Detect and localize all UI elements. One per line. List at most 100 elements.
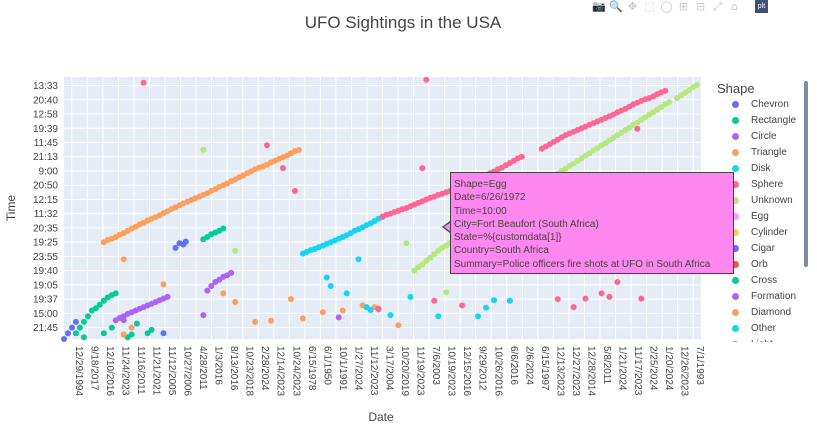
data-point[interactable]	[232, 299, 239, 305]
data-point[interactable]	[228, 269, 235, 276]
data-point[interactable]	[355, 256, 362, 263]
data-point[interactable]	[582, 295, 589, 302]
box-select-icon[interactable]: ⬚	[644, 0, 655, 13]
data-point[interactable]	[220, 225, 227, 232]
lasso-select-icon[interactable]: ◯	[660, 0, 673, 13]
data-point[interactable]	[491, 297, 497, 304]
data-point[interactable]	[100, 297, 107, 304]
legend-item[interactable]: Diamond	[712, 304, 808, 320]
data-point[interactable]	[327, 283, 334, 289]
data-point[interactable]	[506, 297, 513, 304]
data-point[interactable]	[204, 287, 211, 294]
data-point[interactable]	[264, 142, 270, 149]
data-point[interactable]	[61, 336, 67, 342]
data-point[interactable]	[160, 281, 167, 288]
data-point[interactable]	[443, 289, 450, 296]
camera-icon[interactable]: 📷	[592, 0, 606, 13]
legend-item[interactable]: Circle	[712, 128, 808, 144]
legend-item[interactable]: Orb	[712, 256, 808, 272]
data-point[interactable]	[200, 146, 207, 153]
legend-item[interactable]: Sphere	[712, 176, 808, 192]
data-point[interactable]	[232, 247, 239, 254]
zoom-out-icon[interactable]: ⊟	[695, 0, 706, 13]
legend-item[interactable]: Triangle	[712, 144, 808, 160]
legend-item[interactable]: Rectangle	[712, 112, 808, 128]
data-point[interactable]	[375, 305, 382, 312]
legend-item[interactable]: Egg	[712, 208, 808, 224]
reset-axes-icon[interactable]: ⌂	[731, 0, 738, 13]
plotly-logo[interactable]: plt	[755, 0, 768, 13]
data-point[interactable]	[343, 290, 350, 297]
data-point[interactable]	[268, 317, 274, 324]
data-point[interactable]	[148, 326, 155, 333]
data-point[interactable]	[419, 261, 426, 268]
data-point[interactable]	[606, 293, 613, 300]
data-point[interactable]	[323, 274, 330, 281]
legend-item[interactable]: Disk	[712, 160, 808, 176]
data-point[interactable]	[483, 304, 489, 311]
data-point[interactable]	[72, 318, 79, 325]
data-point[interactable]	[431, 251, 438, 258]
data-point[interactable]	[518, 153, 525, 160]
data-point[interactable]	[160, 330, 167, 337]
data-point[interactable]	[252, 318, 259, 325]
legend-item[interactable]: Cylinder	[712, 224, 808, 240]
legend-item[interactable]: Formation	[712, 288, 808, 304]
data-point[interactable]	[112, 290, 119, 297]
zoom-in-icon[interactable]: ⊞	[678, 0, 689, 13]
data-point[interactable]	[407, 293, 414, 300]
data-point[interactable]	[435, 313, 442, 320]
data-point[interactable]	[299, 315, 306, 322]
data-points[interactable]	[61, 76, 700, 342]
data-point[interactable]	[140, 79, 147, 86]
data-point[interactable]	[666, 99, 673, 106]
data-point[interactable]	[92, 305, 99, 312]
data-point[interactable]	[339, 307, 346, 314]
data-point[interactable]	[69, 324, 75, 331]
data-point[interactable]	[120, 331, 127, 338]
data-point[interactable]	[419, 165, 426, 172]
legend-scrollbar[interactable]	[804, 81, 808, 267]
data-point[interactable]	[280, 165, 286, 172]
legend-item[interactable]: Cigar	[712, 240, 808, 256]
data-point[interactable]	[80, 318, 87, 325]
data-point[interactable]	[144, 330, 151, 337]
pan-icon[interactable]: ✥	[627, 0, 638, 13]
data-point[interactable]	[395, 322, 402, 329]
legend-item[interactable]: Other	[712, 320, 808, 336]
data-point[interactable]	[80, 334, 87, 341]
legend-item[interactable]: Cross	[712, 272, 808, 288]
data-point[interactable]	[200, 312, 207, 319]
data-point[interactable]	[423, 258, 430, 264]
zoom-icon[interactable]: 🔍	[609, 0, 623, 13]
data-point[interactable]	[291, 187, 298, 194]
data-point[interactable]	[570, 304, 577, 311]
data-point[interactable]	[220, 290, 227, 297]
data-point[interactable]	[128, 331, 135, 338]
data-point[interactable]	[208, 283, 215, 289]
data-point[interactable]	[133, 320, 140, 327]
data-point[interactable]	[614, 279, 621, 285]
data-point[interactable]	[100, 330, 107, 337]
legend-item[interactable]: Light	[712, 336, 808, 342]
data-point[interactable]	[172, 244, 179, 251]
data-point[interactable]	[367, 307, 374, 313]
data-point[interactable]	[638, 295, 645, 302]
legend-item[interactable]: Chevron	[712, 96, 808, 112]
data-point[interactable]	[634, 125, 641, 132]
data-point[interactable]	[423, 76, 430, 83]
data-point[interactable]	[295, 146, 302, 153]
data-point[interactable]	[598, 290, 605, 297]
data-point[interactable]	[694, 82, 700, 88]
legend-item[interactable]: Unknown	[712, 192, 808, 208]
data-point[interactable]	[120, 317, 127, 324]
data-point[interactable]	[427, 254, 434, 261]
data-point[interactable]	[411, 267, 418, 274]
data-point[interactable]	[475, 313, 481, 320]
data-point[interactable]	[72, 330, 79, 337]
data-point[interactable]	[431, 297, 438, 304]
data-point[interactable]	[459, 302, 466, 309]
data-point[interactable]	[335, 314, 342, 321]
data-point[interactable]	[403, 240, 410, 247]
data-point[interactable]	[287, 296, 294, 303]
